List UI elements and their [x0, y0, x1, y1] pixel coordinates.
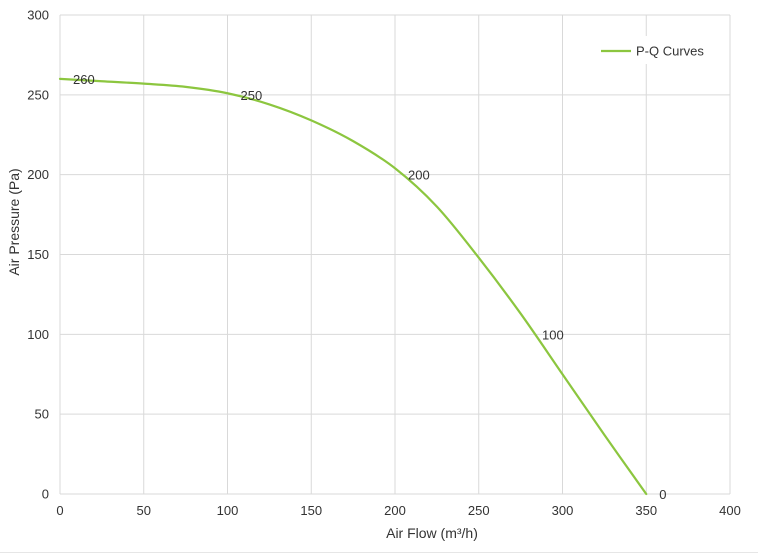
y-tick-label: 50 — [35, 407, 49, 422]
y-tick-label: 300 — [27, 8, 49, 23]
y-tick-label: 150 — [27, 247, 49, 262]
x-axis-title: Air Flow (m³/h) — [386, 525, 478, 541]
legend-entry: P-Q Curves — [636, 44, 704, 59]
x-tick-label: 150 — [300, 503, 322, 518]
legend: P-Q Curves — [590, 36, 726, 64]
grid — [59, 14, 731, 495]
data-label: 0 — [659, 487, 666, 502]
data-label: 200 — [408, 168, 430, 183]
bottom-divider — [0, 552, 758, 553]
x-tick-label: 300 — [552, 503, 574, 518]
y-tick-label: 250 — [27, 87, 49, 102]
y-tick-label: 200 — [27, 167, 49, 182]
data-label: 100 — [542, 327, 564, 342]
x-tick-label: 400 — [719, 503, 741, 518]
data-label: 260 — [73, 72, 95, 87]
x-tick-label: 50 — [137, 503, 151, 518]
data-label: 250 — [241, 88, 263, 103]
series — [58, 77, 648, 496]
x-tick-label: 0 — [56, 503, 63, 518]
y-tick-label: 0 — [42, 487, 49, 502]
x-tick-label: 100 — [217, 503, 239, 518]
data-labels: 260 250 200 100 0 — [73, 72, 666, 502]
x-tick-label: 200 — [384, 503, 406, 518]
x-tick-label: 350 — [635, 503, 657, 518]
y-axis-title: Air Pressure (Pa) — [6, 168, 22, 275]
series-line — [58, 77, 648, 496]
y-tick-label: 100 — [27, 327, 49, 342]
axes: 0 50 100 150 200 250 300 350 400 0 50 100 150 200 250 3… — [27, 8, 741, 519]
x-tick-label: 250 — [468, 503, 490, 518]
